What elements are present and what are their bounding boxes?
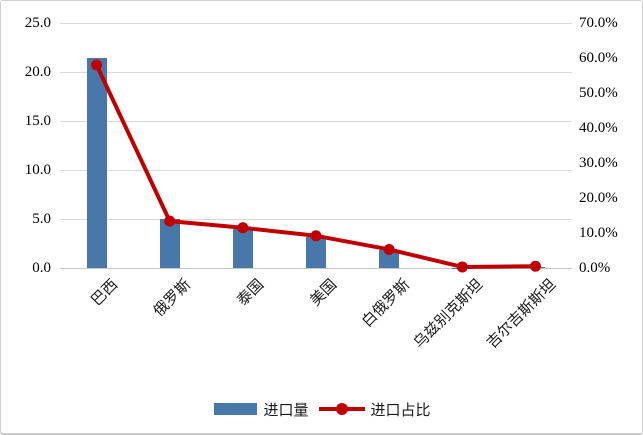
left-axis-tick-label: 5.0 xyxy=(32,211,51,227)
category-label: 吉尔吉斯斯坦 xyxy=(484,276,560,352)
bar-series-swatch xyxy=(214,403,258,415)
bar xyxy=(525,267,546,268)
right-axis-tick-label: 20.0% xyxy=(579,190,618,206)
legend: 进口量 进口占比 xyxy=(1,395,642,423)
right-axis-tick-label: 70.0% xyxy=(579,15,618,31)
line-series-swatch xyxy=(318,403,365,415)
category-label: 乌兹别克斯坦 xyxy=(411,276,487,352)
category-label: 俄罗斯 xyxy=(150,276,194,320)
right-axis-tick-label: 60.0% xyxy=(579,50,618,66)
left-axis-tick-label: 15.0 xyxy=(24,113,51,129)
gridline xyxy=(60,72,572,73)
gridline xyxy=(60,219,572,220)
gridline xyxy=(60,23,572,24)
legend-item-import-volume: 进口量 xyxy=(214,399,309,420)
left-axis-tick-label: 0.0 xyxy=(32,260,51,276)
right-axis-tick-label: 50.0% xyxy=(579,85,618,101)
bar xyxy=(159,219,180,268)
gridline xyxy=(60,170,572,171)
left-axis-tick-label: 20.0 xyxy=(24,64,51,80)
gridline xyxy=(60,121,572,122)
legend-item-import-share: 进口占比 xyxy=(318,399,431,420)
bar xyxy=(86,58,107,268)
line-swatch-marker-icon xyxy=(335,403,348,415)
x-axis-line xyxy=(60,268,572,269)
category-label: 美国 xyxy=(307,276,341,310)
right-axis-tick-label: 30.0% xyxy=(579,155,618,171)
category-label: 白俄罗斯 xyxy=(359,276,414,331)
right-axis-tick-label: 0.0% xyxy=(579,260,611,276)
bar xyxy=(232,228,253,268)
left-axis-tick-label: 10.0 xyxy=(24,162,51,178)
left-axis-tick-label: 25.0 xyxy=(24,15,51,31)
bar xyxy=(379,250,400,268)
right-axis-tick-label: 10.0% xyxy=(579,225,618,241)
bar xyxy=(306,236,326,268)
legend-label: 进口量 xyxy=(263,402,309,419)
legend-label: 进口占比 xyxy=(370,402,431,419)
category-label: 泰国 xyxy=(234,276,268,310)
category-label: 巴西 xyxy=(88,276,121,310)
right-axis-tick-label: 40.0% xyxy=(579,120,618,136)
